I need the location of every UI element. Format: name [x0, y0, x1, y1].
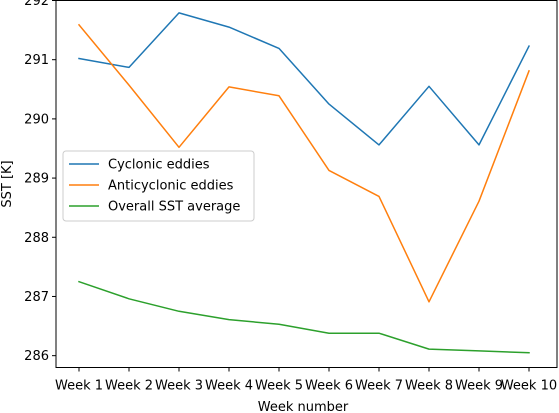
plot-frame	[55, 0, 558, 368]
series-line-3	[78, 280, 530, 354]
y-tick-label: 287	[24, 290, 49, 305]
legend-label: Overall SST average	[108, 200, 240, 215]
x-tick-label: Week 9	[455, 379, 503, 394]
series-line-2	[77, 23, 530, 303]
x-tick-label: Week 8	[405, 379, 453, 394]
legend-label: Anticyclonic eddies	[108, 179, 234, 194]
y-tick-label: 290	[24, 112, 49, 127]
y-tick-label: 288	[24, 231, 49, 246]
y-tick-label: 292	[24, 0, 49, 9]
x-tick-label: Week 1	[55, 379, 103, 394]
x-axis-title: Week number	[258, 400, 349, 413]
legend: Cyclonic eddies Anticyclonic eddies Overal…	[62, 150, 255, 222]
x-tick-label: Week 5	[255, 379, 303, 394]
y-tick-label: 291	[24, 53, 49, 68]
x-axis: Week 1 Week 2 Week 3 Week 4 Week 5 Week 6 Week…	[55, 367, 557, 394]
legend-box	[62, 150, 255, 222]
y-axis-title: SST [K]	[0, 160, 15, 207]
y-axis: 286 287 288 289 290 291 292	[24, 0, 56, 364]
x-tick-label: Week 3	[155, 379, 203, 394]
x-tick-label: Week 7	[355, 379, 403, 394]
x-tick-label: Week 4	[205, 379, 253, 394]
y-tick-label: 286	[24, 349, 49, 364]
x-tick-label: Week 6	[305, 379, 353, 394]
legend-label: Cyclonic eddies	[108, 158, 210, 173]
x-tick-label: Week 10	[501, 379, 557, 394]
x-tick-label: Week 2	[105, 379, 153, 394]
y-tick-label: 289	[24, 172, 49, 187]
series-line-1	[78, 12, 531, 146]
series-lines	[77, 12, 531, 354]
